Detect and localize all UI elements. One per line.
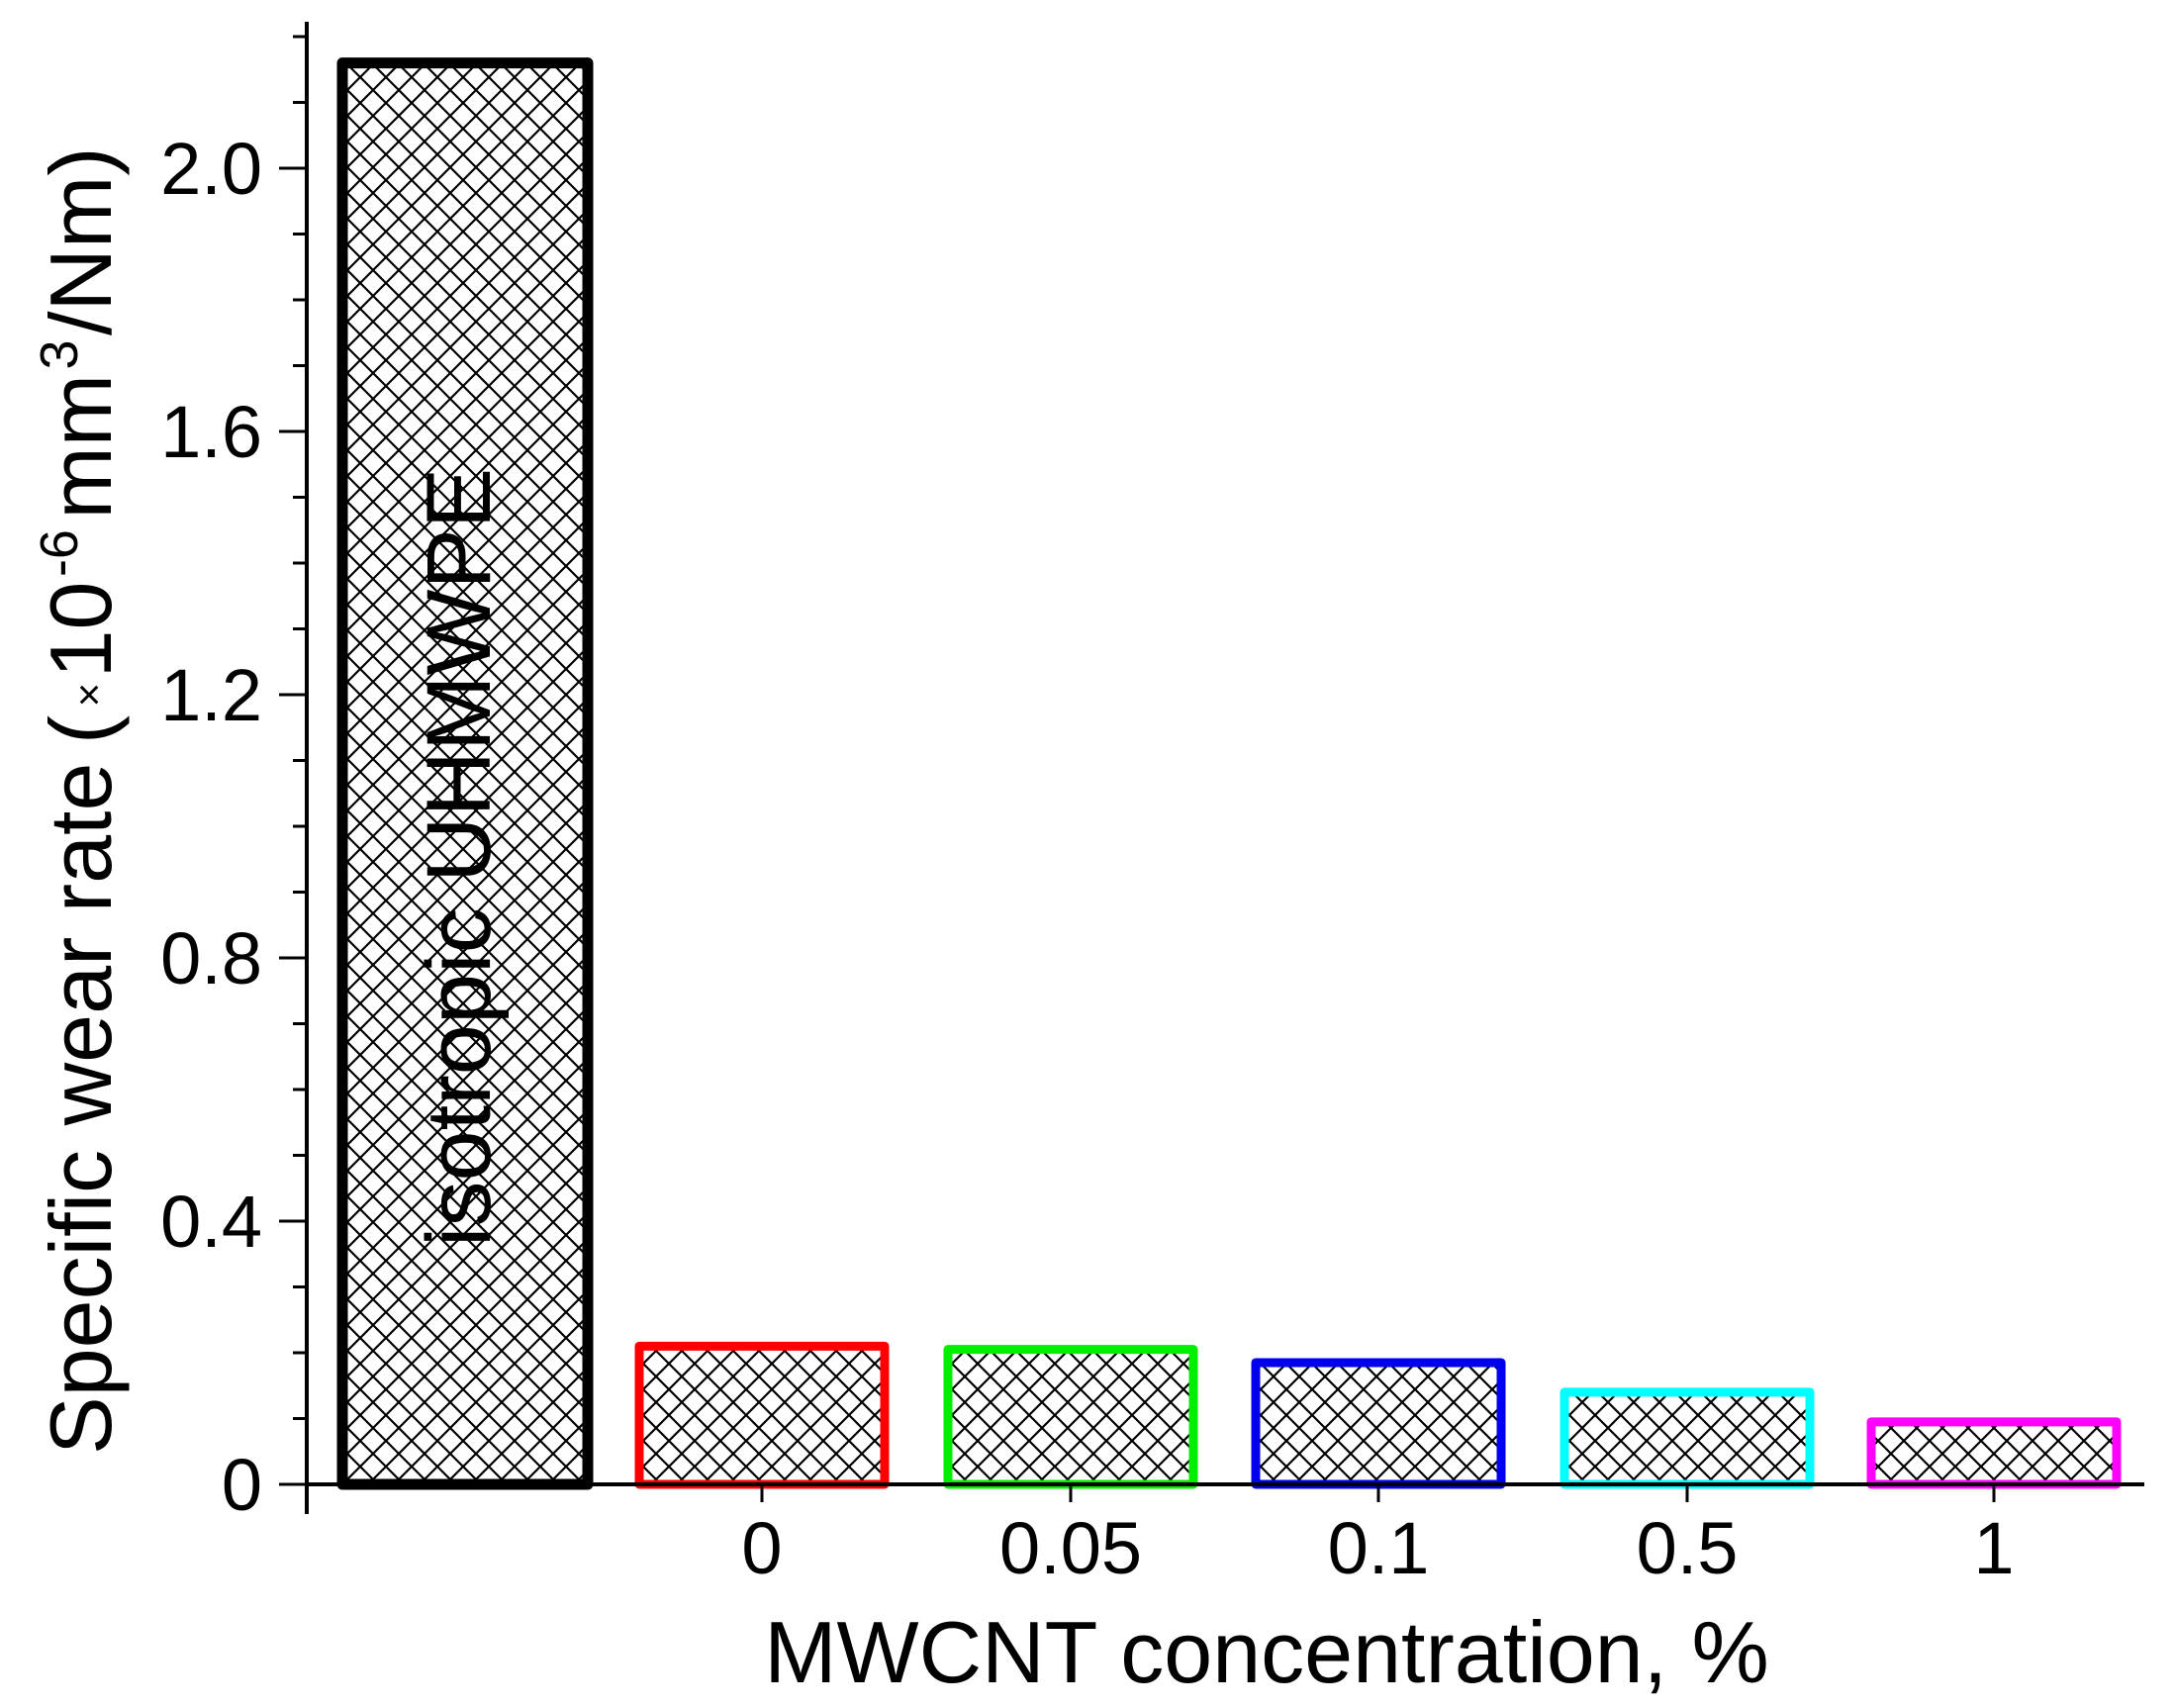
y-tick-label: 1.2 xyxy=(160,654,262,736)
x-tick-label: 1 xyxy=(1973,1507,2014,1589)
y-tick-label: 0 xyxy=(222,1444,262,1526)
y-axis-title: Specific wear rate ( × 10 -6 mm 3 /Nm) xyxy=(30,146,130,1455)
bar-0.1 xyxy=(1251,1358,1506,1489)
y-axis-title-base: 10 xyxy=(32,582,130,679)
bar-annotation: isotropic UHMWPE xyxy=(409,468,510,1247)
bar-0.05 xyxy=(943,1345,1198,1489)
y-axis-title-unit-exponent: 3 xyxy=(30,339,89,369)
x-tick-label: 0.5 xyxy=(1637,1507,1739,1589)
bars-group xyxy=(336,57,2122,1490)
y-axis-title-unit-a: mm xyxy=(32,374,130,520)
x-axis-title: MWCNT concentration, % xyxy=(764,1603,1769,1701)
y-ticks-group: 0 0.4 0.8 1.2 1.6 2.0 xyxy=(160,35,307,1526)
x-tick-label: 0.1 xyxy=(1328,1507,1430,1589)
y-axis-title-paren: ( xyxy=(32,715,130,744)
y-tick-label: 2.0 xyxy=(160,128,262,210)
y-tick-label: 0.4 xyxy=(160,1181,262,1263)
x-ticks-group: 0 0.05 0.1 0.5 1 xyxy=(741,1484,2015,1589)
y-axis-title-unit-b: /Nm) xyxy=(32,146,130,335)
y-axis-title-times: × xyxy=(65,683,112,708)
y-tick-label: 1.6 xyxy=(160,391,262,473)
x-tick-label: 0.05 xyxy=(999,1507,1142,1589)
y-axis-title-main: Specific wear rate xyxy=(32,763,130,1455)
bar-isotropic-uhmwpe xyxy=(336,57,594,1490)
y-tick-label: 0.8 xyxy=(160,917,262,999)
y-axis-title-exponent: -6 xyxy=(30,529,89,577)
svg-text:Specific wear rate (: Specific wear rate ( × 10 -6 mm 3 /Nm) xyxy=(30,146,130,1455)
bar-1 xyxy=(1866,1417,2122,1489)
bar-0.5 xyxy=(1560,1387,1815,1489)
x-tick-label: 0 xyxy=(741,1507,782,1589)
bar-0 xyxy=(634,1341,890,1489)
